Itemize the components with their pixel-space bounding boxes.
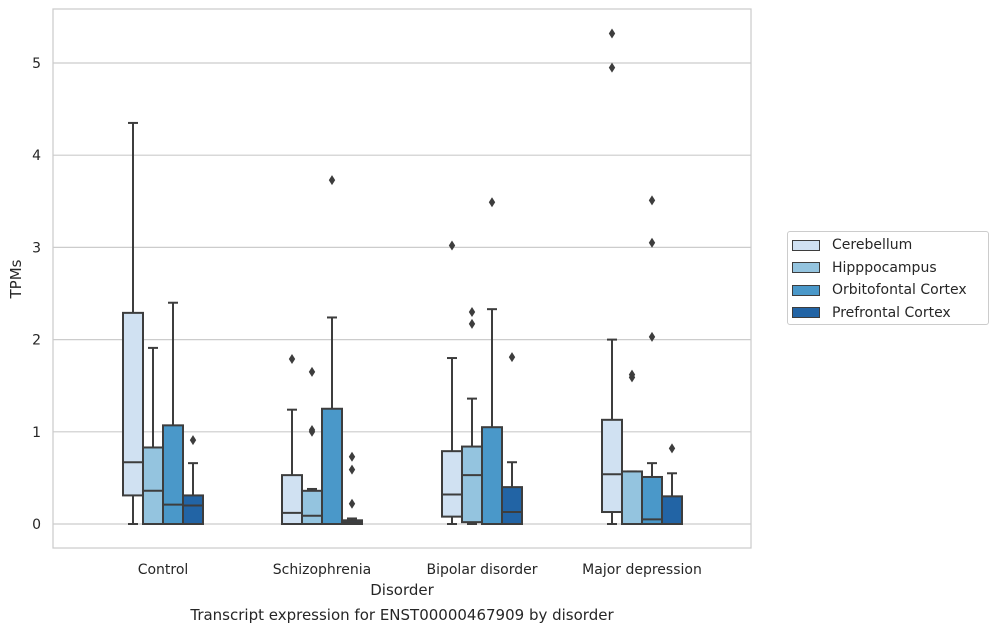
box-body: [182, 494, 204, 525]
outlier-point: [308, 424, 316, 435]
outlier-point: [608, 62, 616, 73]
x-tick-label: Control: [138, 562, 189, 578]
box-body: [461, 445, 483, 524]
x-tick-label: Schizophrenia: [273, 562, 371, 578]
outlier-point: [488, 197, 496, 208]
box-mark: [661, 443, 683, 525]
y-tick-label: 0: [32, 517, 41, 533]
box-mark: [481, 197, 503, 525]
box-body: [122, 311, 144, 497]
box-body: [301, 489, 323, 526]
box-mark: [162, 301, 184, 526]
legend: Cerebellum Hipppocampus Orbitofontal Corte…: [787, 231, 989, 325]
x-axis-label: Disorder: [370, 581, 434, 599]
box-mark: [501, 352, 523, 525]
legend-item: Hipppocampus: [792, 259, 937, 277]
outlier-point: [648, 331, 656, 342]
legend-item: Prefrontal Cortex: [792, 304, 951, 322]
box-mark: [321, 175, 343, 525]
outlier-point: [628, 369, 636, 380]
legend-swatch: [792, 239, 820, 251]
legend-label: Prefrontal Cortex: [832, 304, 951, 321]
legend-item: Cerebellum: [792, 236, 912, 254]
box-body: [162, 424, 184, 526]
outlier-point: [308, 366, 316, 377]
legend-label: Cerebellum: [832, 237, 913, 253]
box-mark: [601, 28, 623, 525]
y-tick-label: 1: [32, 425, 41, 441]
box-mark: [281, 353, 303, 526]
box-body: [621, 470, 643, 526]
outlier-point: [189, 435, 197, 446]
box-body: [142, 446, 164, 525]
box-mark: [621, 369, 643, 526]
box-body: [661, 495, 683, 525]
y-tick-label: 4: [32, 148, 41, 164]
box-body: [441, 450, 463, 518]
legend-swatch: [792, 262, 820, 273]
y-tick-label: 5: [32, 56, 41, 72]
outlier-point: [328, 175, 336, 186]
box-group: [122, 28, 683, 526]
box-body: [281, 474, 303, 526]
tick-labels: 0 1 2 3 4 5 Control Schizophrenia Bipolar disord…: [32, 56, 702, 578]
legend-label: Orbitofontal Cortex: [832, 282, 967, 298]
box-mark: [142, 346, 164, 525]
legend-swatch: [792, 284, 820, 296]
plot-frame: [52, 8, 752, 549]
box-body: [501, 486, 523, 525]
box-mark: [341, 451, 363, 526]
legend-label: Hipppocampus: [832, 259, 937, 276]
legend-swatch: [792, 307, 820, 318]
y-tick-label: 3: [32, 240, 41, 256]
legend-item: Orbitofontal Cortex: [792, 281, 967, 299]
outlier-point: [468, 318, 476, 329]
outlier-point: [348, 451, 356, 462]
box-body: [481, 426, 503, 525]
outlier-point: [508, 352, 516, 363]
outlier-point: [448, 240, 456, 251]
outlier-point: [348, 498, 356, 509]
box-body: [321, 407, 343, 525]
outlier-point: [468, 306, 476, 317]
box-mark: [441, 240, 463, 525]
outlier-point: [648, 237, 656, 248]
box-mark: [301, 366, 323, 526]
box-mark: [122, 121, 144, 525]
y-tick-label: 2: [32, 333, 41, 349]
chart-caption: Transcript expression for ENST0000046790…: [190, 606, 614, 624]
box-mark: [182, 435, 204, 525]
outlier-point: [648, 195, 656, 206]
outlier-point: [348, 464, 356, 475]
outlier-point: [668, 443, 676, 454]
y-axis-label: TPMs: [7, 259, 25, 299]
outlier-point: [608, 28, 616, 39]
box-mark: [641, 195, 663, 525]
x-tick-label: Bipolar disorder: [426, 562, 537, 578]
box-body: [601, 418, 623, 514]
outlier-point: [288, 353, 296, 364]
x-tick-label: Major depression: [582, 562, 702, 578]
box-body: [641, 475, 663, 525]
